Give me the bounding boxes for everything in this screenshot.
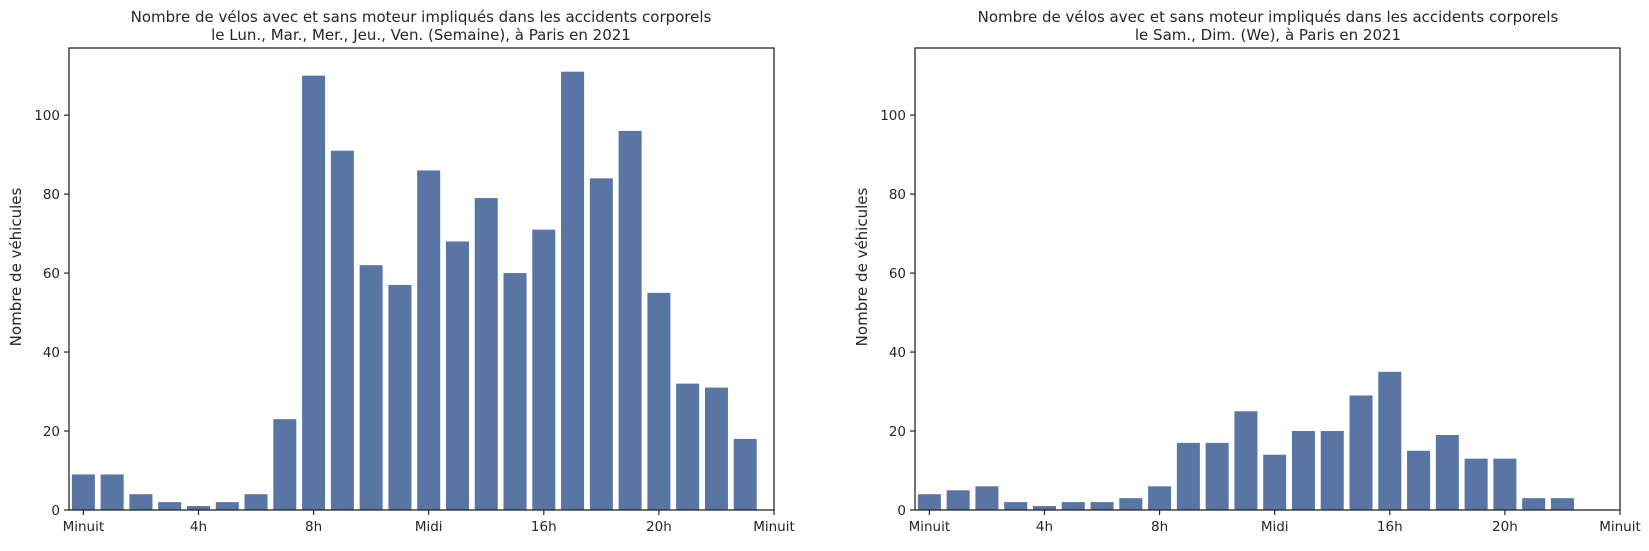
y-tick-label: 20 [889,424,906,440]
y-tick-label: 40 [889,345,906,361]
plot-frame [68,47,775,511]
x-tick-label: 8h [1151,519,1168,535]
x-tick-label: 4h [1036,519,1053,535]
bar [1464,458,1488,510]
bar [1407,450,1431,510]
bar [1234,411,1258,510]
bar [532,229,556,510]
bar [917,494,941,510]
y-tick-label: 80 [43,187,60,203]
bar [1522,498,1546,510]
chart-title-line1: Nombre de vélos avec et sans moteur impl… [978,8,1559,26]
bar [1493,458,1517,510]
bar [388,284,412,510]
bar [647,292,671,510]
x-tick-label: 20h [646,519,672,535]
x-tick-label: Minuit [909,519,951,535]
bar [330,150,354,511]
bar [215,502,239,510]
bar [1176,442,1200,510]
bar [1349,395,1373,510]
chart-title-line2: le Lun., Mar., Mer., Jeu., Ven. (Semaine… [211,26,631,44]
bar [474,198,498,511]
bar [1435,434,1459,510]
bar-group [917,371,1574,510]
bar [1263,454,1287,510]
y-tick-label: 60 [889,266,906,282]
y-tick-label: 0 [51,503,60,519]
bar [704,387,728,510]
x-tick-label: 4h [190,519,207,535]
x-tick-label: Minuit [63,519,105,535]
bar [100,474,124,510]
bar [1291,431,1315,510]
bar [186,506,210,510]
y-tick-label: 0 [897,503,906,519]
x-tick-label: Minuit [1599,519,1641,535]
chart-title-line2: le Sam., Dim. (We), à Paris en 2021 [1135,26,1401,44]
y-axis-label: Nombre de véhicules [853,188,871,347]
bar [244,494,268,510]
bar [1004,502,1028,510]
bar [1090,502,1114,510]
y-tick-label: 20 [43,424,60,440]
y-tick-label: 100 [34,108,60,124]
y-tick-label: 40 [43,345,60,361]
y-axis-ticks: 0 20 40 60 80 100 [880,108,915,519]
x-tick-label: 16h [531,519,557,535]
bar [1378,371,1402,510]
y-axis-ticks: 0 20 40 60 80 100 [34,108,69,519]
bar [273,419,297,510]
bar [1550,498,1574,510]
bar [158,502,182,510]
bar [359,265,383,510]
chart-panel-weekday: Nombre de vélos avec et sans moteur impl… [7,8,795,535]
x-tick-label: Midi [1261,519,1289,535]
bar [589,178,613,510]
x-axis-ticks: Minuit 4h 8h Midi 16h 20h Minuit [63,510,795,535]
bar [676,383,700,510]
bar [445,241,469,511]
bar [561,71,585,510]
x-tick-label: Minuit [753,519,795,535]
x-tick-label: Midi [415,519,443,535]
x-tick-label: 8h [305,519,322,535]
chart-title-line1: Nombre de vélos avec et sans moteur impl… [131,8,712,26]
bar [1119,498,1143,510]
bar [1320,431,1344,510]
bar [71,474,95,510]
x-tick-label: 16h [1377,519,1403,535]
bar-group [71,71,757,511]
bar [1032,506,1056,510]
bar [1205,442,1229,510]
y-tick-label: 100 [880,108,906,124]
bar [1061,502,1085,510]
chart-panel-weekend: Nombre de vélos avec et sans moteur impl… [853,8,1641,535]
bar [129,494,153,510]
y-tick-label: 80 [889,187,906,203]
y-tick-label: 60 [43,266,60,282]
bar [503,273,527,510]
x-axis-ticks: Minuit 4h 8h Midi 16h 20h Minuit [909,510,1641,535]
bar [417,170,441,510]
bar [733,438,757,510]
x-tick-label: 20h [1492,519,1518,535]
bar [975,486,999,510]
plot-frame [914,47,1621,511]
bar [946,490,970,510]
bar [618,130,642,511]
bar [1148,486,1172,510]
y-axis-label: Nombre de véhicules [7,188,25,347]
bar [302,75,326,510]
